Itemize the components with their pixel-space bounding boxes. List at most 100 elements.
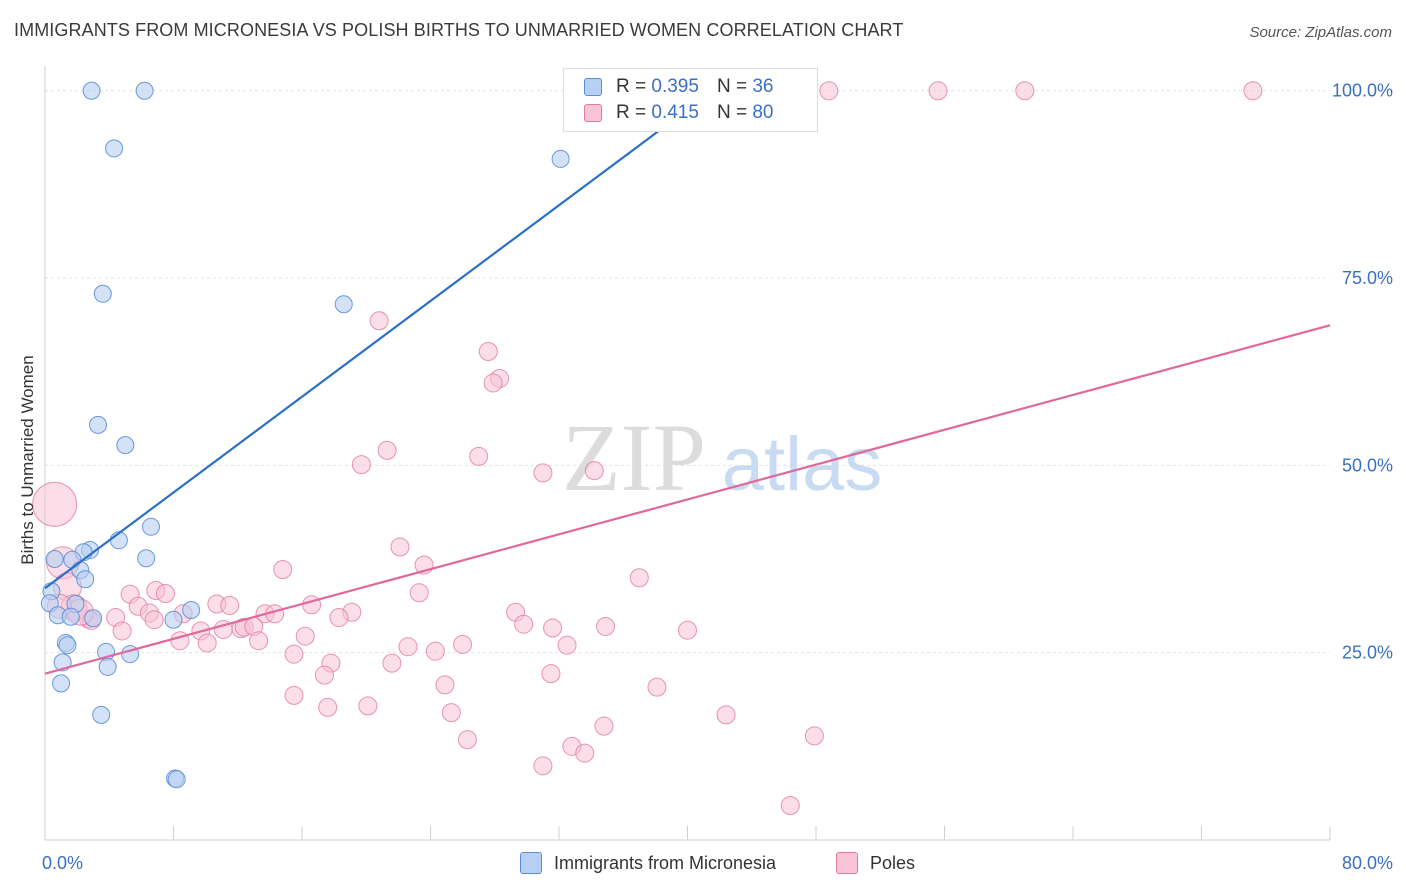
legend-n-poles: 80 xyxy=(752,102,774,123)
legend-swatch-micronesia xyxy=(520,852,542,874)
point-poles xyxy=(557,635,577,655)
point-poles xyxy=(377,440,397,460)
legend-row-poles: R = 0.415 N = 80 xyxy=(584,101,773,125)
point-micronesia xyxy=(61,607,80,626)
y-tick-label: 50.0% xyxy=(1342,455,1393,475)
point-micronesia xyxy=(92,705,111,724)
point-poles xyxy=(819,81,839,101)
legend-swatch-poles xyxy=(584,104,602,122)
point-poles xyxy=(273,560,293,580)
point-micronesia xyxy=(84,609,103,628)
point-poles xyxy=(112,621,132,641)
watermark: ZIP atlas xyxy=(562,404,882,511)
point-micronesia xyxy=(93,284,112,303)
point-micronesia xyxy=(182,600,201,619)
point-micronesia xyxy=(76,570,95,589)
point-poles xyxy=(543,618,563,638)
trend-line-poles xyxy=(44,324,1331,675)
gridlines xyxy=(45,90,1330,654)
watermark-zip: ZIP xyxy=(562,404,706,511)
point-poles xyxy=(1243,81,1263,101)
point-poles xyxy=(716,705,736,725)
chart-title: IMMIGRANTS FROM MICRONESIA VS POLISH BIR… xyxy=(14,20,904,40)
point-micronesia xyxy=(551,149,570,168)
point-poles xyxy=(928,81,948,101)
point-poles xyxy=(453,634,473,654)
trend-line-micronesia xyxy=(44,108,689,590)
point-micronesia xyxy=(82,81,101,100)
point-micronesia xyxy=(164,610,183,629)
point-poles xyxy=(594,716,614,736)
point-poles xyxy=(351,455,371,475)
axes xyxy=(44,66,1331,841)
legend-swatch-poles xyxy=(836,852,858,874)
point-poles xyxy=(804,726,824,746)
point-poles xyxy=(398,637,418,657)
correlation-legend: R = 0.395 N = 36 R = 0.415 N = 80 xyxy=(563,68,818,132)
point-poles xyxy=(629,568,649,588)
point-micronesia xyxy=(137,549,156,568)
watermark-atlas: atlas xyxy=(722,422,883,507)
legend-row-micronesia: R = 0.395 N = 36 xyxy=(584,75,773,99)
legend-item-poles: Poles xyxy=(836,852,915,874)
legend-label-poles: Poles xyxy=(870,852,916,873)
point-micronesia xyxy=(98,657,117,676)
point-micronesia xyxy=(167,770,186,789)
point-poles xyxy=(533,756,553,776)
y-tick-label: 100.0% xyxy=(1332,81,1393,101)
point-micronesia xyxy=(142,517,161,536)
legend-r-poles: 0.415 xyxy=(651,102,699,123)
legend-n-micronesia: 36 xyxy=(752,76,774,97)
point-poles xyxy=(144,610,164,630)
point-poles xyxy=(457,730,477,750)
point-poles xyxy=(478,341,498,361)
point-poles xyxy=(314,665,334,685)
point-micronesia xyxy=(45,550,64,569)
point-poles xyxy=(780,796,800,816)
point-micronesia xyxy=(135,81,154,100)
series-poles xyxy=(32,81,1263,816)
legend-label-micronesia: Immigrants from Micronesia xyxy=(554,852,777,873)
x-tick-label: 0.0% xyxy=(42,853,83,873)
point-poles xyxy=(469,446,489,466)
point-poles xyxy=(647,677,667,697)
point-poles xyxy=(155,583,175,603)
point-poles xyxy=(678,620,697,640)
point-poles xyxy=(1015,81,1035,101)
point-poles xyxy=(197,633,217,653)
point-poles xyxy=(409,583,429,603)
point-poles xyxy=(302,595,322,615)
point-poles xyxy=(584,461,604,481)
point-poles xyxy=(32,481,78,527)
point-poles xyxy=(284,685,304,705)
point-poles xyxy=(575,743,595,763)
point-micronesia xyxy=(105,139,124,158)
y-tick-label: 75.0% xyxy=(1342,268,1393,288)
point-poles xyxy=(295,626,315,646)
y-axis-label: Births to Unmarried Women xyxy=(18,355,37,565)
point-micronesia xyxy=(52,674,71,693)
tick-labels: 25.0% 50.0% 75.0% 100.0% 0.0% 80.0% xyxy=(42,81,1393,873)
point-poles xyxy=(483,373,503,393)
legend-n-label: N = xyxy=(716,76,748,97)
point-poles xyxy=(596,616,616,636)
point-poles xyxy=(369,311,389,331)
x-tick-label: 80.0% xyxy=(1342,853,1393,873)
point-poles xyxy=(514,614,534,634)
point-poles xyxy=(318,697,338,717)
y-tick-label: 25.0% xyxy=(1342,643,1393,663)
point-poles xyxy=(390,537,410,557)
legend-r-micronesia: 0.395 xyxy=(651,76,699,97)
point-poles xyxy=(220,595,240,615)
legend-n-label: N = xyxy=(716,102,748,123)
point-poles xyxy=(249,631,269,651)
point-poles xyxy=(425,641,445,661)
point-poles xyxy=(541,664,561,684)
point-poles xyxy=(284,644,304,664)
point-micronesia xyxy=(58,636,77,655)
point-poles xyxy=(441,703,461,723)
point-poles xyxy=(435,675,455,695)
point-poles xyxy=(382,653,402,673)
point-poles xyxy=(358,696,378,716)
